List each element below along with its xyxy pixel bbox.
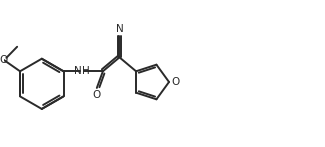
Text: N: N: [74, 66, 82, 76]
Text: O: O: [171, 77, 179, 87]
Text: H: H: [82, 66, 90, 76]
Text: N: N: [116, 24, 124, 34]
Text: O: O: [93, 90, 101, 100]
Text: O: O: [0, 55, 8, 65]
